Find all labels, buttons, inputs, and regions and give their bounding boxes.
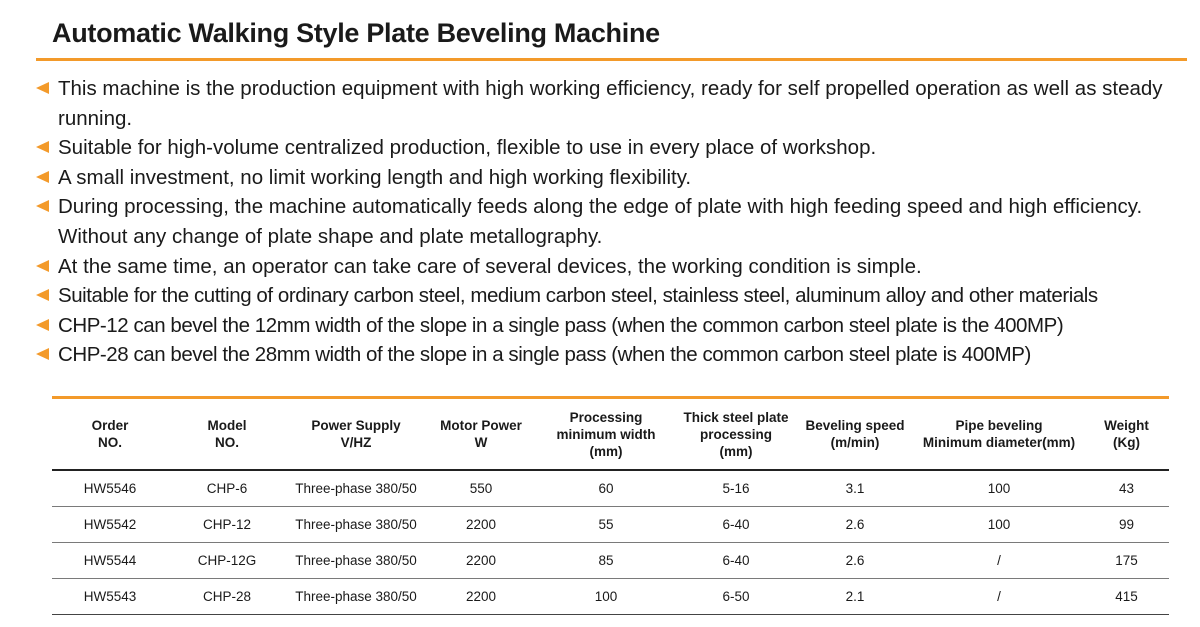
feature-item: During processing, the machine automatic… xyxy=(36,192,1176,251)
cell-motor-power: 550 xyxy=(426,470,536,507)
left-triangle-arrow-icon xyxy=(36,82,49,94)
cell-plate-thickness: 6-40 xyxy=(676,542,796,579)
cell-power-supply: Three-phase 380/50 xyxy=(286,506,426,543)
feature-text: A small investment, no limit working len… xyxy=(58,165,692,189)
cell-beveling-speed: 2.1 xyxy=(796,578,914,615)
cell-min-width: 85 xyxy=(536,542,676,579)
header-weight: Weight (Kg) xyxy=(1084,397,1169,471)
feature-item: Suitable for high-volume centralized pro… xyxy=(36,133,1176,163)
feature-text: CHP-12 can bevel the 12mm width of the s… xyxy=(58,313,1064,337)
cell-model-no: CHP-12G xyxy=(168,542,286,579)
header-order-no: Order NO. xyxy=(52,397,168,471)
feature-text: CHP-28 can bevel the 28mm width of the s… xyxy=(58,343,1031,367)
cell-model-no: CHP-6 xyxy=(168,470,286,507)
cell-min-width: 55 xyxy=(536,506,676,543)
cell-power-supply: Three-phase 380/50 xyxy=(286,470,426,507)
cell-pipe-diameter: / xyxy=(914,542,1084,579)
table-row: HW5542 CHP-12 Three-phase 380/50 2200 55… xyxy=(52,506,1169,543)
feature-item: At the same time, an operator can take c… xyxy=(36,252,1176,282)
cell-weight: 415 xyxy=(1084,578,1169,615)
table-row: HW5543 CHP-28 Three-phase 380/50 2200 10… xyxy=(52,578,1169,615)
feature-text: During processing, the machine automatic… xyxy=(58,195,1143,248)
feature-item: CHP-28 can bevel the 28mm width of the s… xyxy=(36,340,1176,370)
cell-model-no: CHP-12 xyxy=(168,506,286,543)
cell-plate-thickness: 6-40 xyxy=(676,506,796,543)
left-triangle-arrow-icon xyxy=(36,141,49,154)
feature-item: A small investment, no limit working len… xyxy=(36,163,1176,193)
feature-list: This machine is the production equipment… xyxy=(36,74,1176,370)
feature-text: Suitable for high-volume centralized pro… xyxy=(58,136,877,160)
feature-text: At the same time, an operator can take c… xyxy=(58,254,922,278)
cell-beveling-speed: 2.6 xyxy=(796,542,914,579)
feature-item: This machine is the production equipment… xyxy=(36,74,1176,133)
table-row: HW5546 CHP-6 Three-phase 380/50 550 60 5… xyxy=(52,470,1169,507)
header-motor-power: Motor Power W xyxy=(426,397,536,471)
cell-model-no: CHP-28 xyxy=(168,578,286,615)
header-plate-thickness: Thick steel plate processing (mm) xyxy=(676,397,796,471)
cell-order-no: HW5542 xyxy=(52,506,168,543)
feature-text: This machine is the production equipment… xyxy=(58,77,1163,130)
header-model-no: Model NO. xyxy=(168,397,286,471)
table-header-row: Order NO. Model NO. Power Supply V/HZ Motor… xyxy=(52,397,1169,471)
cell-pipe-diameter: 100 xyxy=(914,470,1084,507)
cell-beveling-speed: 3.1 xyxy=(796,470,914,507)
feature-item: Suitable for the cutting of ordinary car… xyxy=(36,281,1176,311)
cell-pipe-diameter: / xyxy=(914,578,1084,615)
left-triangle-arrow-icon xyxy=(36,200,49,213)
header-processing-min-width: Processing minimum width (mm) xyxy=(536,397,676,471)
cell-weight: 43 xyxy=(1084,470,1169,507)
cell-pipe-diameter: 100 xyxy=(914,506,1084,543)
left-triangle-arrow-icon xyxy=(36,289,49,302)
cell-motor-power: 2200 xyxy=(426,506,536,543)
table-row: HW5544 CHP-12G Three-phase 380/50 2200 8… xyxy=(52,542,1169,579)
header-power-supply: Power Supply V/HZ xyxy=(286,397,426,471)
cell-power-supply: Three-phase 380/50 xyxy=(286,542,426,579)
cell-order-no: HW5546 xyxy=(52,470,168,507)
cell-plate-thickness: 5-16 xyxy=(676,470,796,507)
left-triangle-arrow-icon xyxy=(36,259,49,272)
header-pipe-min-diameter: Pipe beveling Minimum diameter(mm) xyxy=(914,397,1084,471)
cell-min-width: 100 xyxy=(536,578,676,615)
cell-order-no: HW5543 xyxy=(52,578,168,615)
header-beveling-speed: Beveling speed (m/min) xyxy=(796,397,914,471)
cell-order-no: HW5544 xyxy=(52,542,168,579)
cell-weight: 175 xyxy=(1084,542,1169,579)
title-divider xyxy=(36,58,1187,61)
cell-motor-power: 2200 xyxy=(426,542,536,579)
page-title: Automatic Walking Style Plate Beveling M… xyxy=(52,18,660,48)
cell-plate-thickness: 6-50 xyxy=(676,578,796,615)
cell-power-supply: Three-phase 380/50 xyxy=(286,578,426,615)
cell-motor-power: 2200 xyxy=(426,578,536,615)
cell-min-width: 60 xyxy=(536,470,676,507)
feature-text: Suitable for the cutting of ordinary car… xyxy=(58,284,1098,308)
feature-item: CHP-12 can bevel the 12mm width of the s… xyxy=(36,311,1176,341)
left-triangle-arrow-icon xyxy=(36,348,49,361)
left-triangle-arrow-icon xyxy=(36,318,49,331)
specs-table: Order NO. Model NO. Power Supply V/HZ Motor… xyxy=(52,396,1169,615)
cell-beveling-speed: 2.6 xyxy=(796,506,914,543)
cell-weight: 99 xyxy=(1084,506,1169,543)
left-triangle-arrow-icon xyxy=(36,170,49,183)
